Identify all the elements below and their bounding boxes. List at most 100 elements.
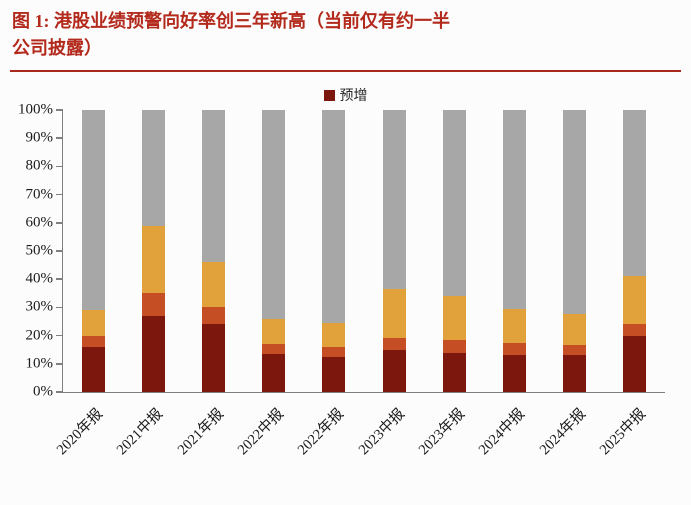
y-tick-mark	[56, 165, 63, 168]
bar-segment-unlabeled-orange-red	[141, 293, 165, 316]
bar-segment-unlabeled-orange-red	[382, 338, 406, 350]
bar-segment-预增	[202, 324, 225, 392]
bar-segment-unlabeled-gray	[442, 110, 466, 297]
y-tick-mark	[56, 306, 63, 309]
y-tick-mark	[56, 250, 63, 252]
bar-segment-预增	[442, 352, 466, 392]
bar-segment-预增	[382, 349, 406, 392]
bar-segment-unlabeled-gray	[262, 110, 286, 319]
bar-segment-unlabeled-gold	[563, 314, 587, 346]
bar-segment-unlabeled-gray	[623, 110, 647, 277]
x-slot: 2021中报	[114, 393, 182, 471]
bar-segment-unlabeled-gray	[322, 110, 346, 323]
y-tick-label: 20%	[25, 327, 54, 344]
bar-segment-unlabeled-gray	[503, 110, 527, 309]
bar-2023年报	[442, 110, 466, 392]
bar-2021年报	[202, 110, 225, 392]
x-slot: 2024中报	[476, 393, 544, 471]
y-tick-mark	[56, 193, 63, 196]
title-underline-rule	[10, 70, 681, 72]
bar-slot	[123, 110, 183, 392]
bar-segment-unlabeled-orange-red	[503, 342, 527, 356]
bar-slot	[364, 110, 424, 392]
bar-2023中报	[382, 110, 406, 392]
bar-2025中报	[623, 110, 647, 392]
x-slot: 2023中报	[355, 393, 423, 471]
bar-segment-unlabeled-gold	[81, 310, 105, 336]
bar-segment-unlabeled-gold	[262, 318, 286, 345]
bar-2020年报	[81, 110, 105, 392]
bar-slot	[183, 110, 243, 392]
bar-segment-unlabeled-gold	[141, 225, 165, 294]
bar-segment-unlabeled-gold	[623, 276, 647, 325]
y-tick-label: 60%	[25, 214, 54, 231]
y-tick-mark	[56, 137, 63, 139]
bar-slot	[63, 110, 123, 392]
y-tick-label: 100%	[18, 101, 53, 118]
bar-segment-预增	[81, 346, 105, 392]
bar-segment-预增	[322, 356, 346, 392]
y-tick-label: 40%	[25, 270, 54, 287]
bar-2021中报	[141, 110, 165, 392]
x-slot: 2022中报	[235, 393, 303, 471]
bar-segment-unlabeled-orange-red	[442, 339, 466, 353]
bar-segment-unlabeled-gold	[322, 322, 346, 347]
x-slot: 2020年报	[54, 393, 122, 471]
figure-title: 图 1: 港股业绩预警向好率创三年新高（当前仅有约一半 公司披露）	[0, 0, 691, 68]
bar-2024年报	[563, 110, 587, 392]
bar-segment-预增	[262, 353, 286, 392]
y-tick-label: 30%	[25, 298, 54, 315]
bar-segment-unlabeled-orange-red	[262, 344, 286, 354]
y-tick-mark	[56, 222, 63, 224]
bar-segment-预增	[503, 355, 527, 392]
bar-segment-unlabeled-orange-red	[81, 335, 105, 347]
bar-2022中报	[262, 110, 286, 392]
bar-segment-预增	[563, 355, 587, 392]
y-tick-mark	[56, 363, 63, 365]
bar-segment-unlabeled-orange-red	[322, 346, 346, 357]
stacked-bar-chart: 0% 10% 20% 30% 40% 50% 60% 70% 80% 90% 100% 2020年报…	[18, 102, 665, 471]
bar-segment-unlabeled-gray	[382, 110, 406, 290]
bar-segment-unlabeled-gray	[202, 110, 225, 263]
figure-title-line1: 图 1: 港股业绩预警向好率创三年新高（当前仅有约一半	[12, 11, 450, 31]
bar-segment-unlabeled-orange-red	[563, 345, 587, 356]
bar-segment-unlabeled-orange-red	[202, 307, 225, 325]
bar-2024中报	[503, 110, 527, 392]
y-tick-label: 90%	[25, 129, 54, 146]
y-tick-label: 0%	[33, 383, 53, 400]
bar-segment-unlabeled-orange-red	[623, 324, 647, 336]
bar-segment-unlabeled-gold	[442, 296, 466, 340]
x-slot: 2024年报	[536, 393, 604, 471]
y-tick-mark	[56, 391, 63, 393]
x-slot: 2021年报	[175, 393, 243, 471]
bar-segment-unlabeled-gold	[202, 262, 225, 308]
y-tick-mark	[56, 109, 63, 111]
legend-label-yuzeng: 预增	[339, 89, 368, 104]
figure-title-line2: 公司披露）	[12, 38, 102, 58]
bar-slot	[304, 110, 364, 392]
y-tick-mark	[56, 278, 63, 280]
chart-legend: 预增	[0, 86, 691, 104]
x-slot: 2023年报	[416, 393, 484, 471]
y-tick-mark	[56, 334, 63, 337]
bar-slot	[545, 110, 605, 392]
legend-swatch-yuzeng	[323, 89, 335, 101]
y-tick-label: 10%	[25, 355, 54, 372]
plot-area: 0% 10% 20% 30% 40% 50% 60% 70% 80% 90% 100%	[18, 102, 665, 400]
bar-slot	[484, 110, 544, 392]
x-tick-label: 2020年报	[53, 405, 107, 459]
bar-segment-unlabeled-gray	[563, 110, 587, 315]
bar-2022年报	[322, 110, 346, 392]
bar-slot	[244, 110, 304, 392]
bar-segment-unlabeled-gold	[503, 308, 527, 343]
y-axis: 0% 10% 20% 30% 40% 50% 60% 70% 80% 90% 100%	[1, 102, 63, 400]
bar-segment-预增	[623, 335, 647, 392]
bar-segment-unlabeled-gray	[141, 110, 165, 226]
bar-slot	[605, 110, 665, 392]
bar-segment-unlabeled-gold	[382, 289, 406, 339]
y-tick-label: 70%	[25, 186, 54, 203]
x-axis-labels: 2020年报 2021中报 2021年报 2022中报 2022年报 2023中报 2023…	[54, 393, 665, 471]
bar-segment-unlabeled-gray	[81, 110, 105, 311]
x-slot: 2022年报	[295, 393, 363, 471]
